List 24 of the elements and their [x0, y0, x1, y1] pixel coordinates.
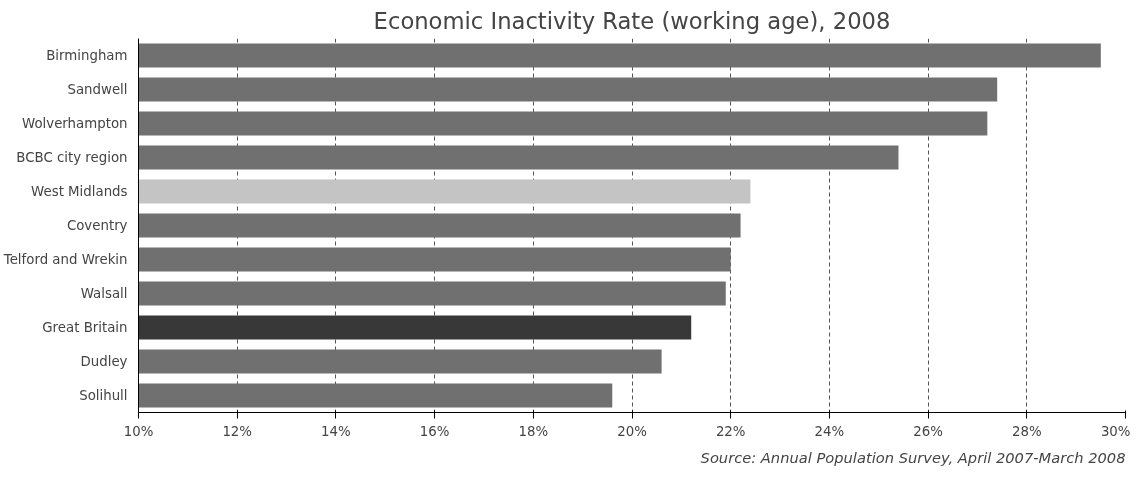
x-tick-label: 10% [123, 423, 154, 439]
y-tick-label: Dudley [80, 354, 128, 369]
y-tick-label: Great Britain [42, 320, 128, 335]
chart-title: Economic Inactivity Rate (working age), 2008 [373, 7, 891, 34]
y-tick-label: Solihull [79, 388, 128, 403]
x-tick-label: 14% [321, 423, 351, 439]
y-tick-label: Wolverhampton [22, 116, 128, 131]
y-tick-label: Birmingham [46, 48, 128, 63]
x-tick-label: 24% [814, 423, 845, 439]
y-tick-label: BCBC city region [16, 150, 128, 165]
x-tick-label: 16% [419, 423, 450, 439]
x-tick-label: 18% [518, 423, 549, 439]
x-tick-label: 22% [715, 423, 746, 439]
source-note: Source: Annual Population Survey, April 2007-March 2008 [700, 448, 1126, 466]
y-tick-label: Telford and Wrekin [2, 252, 128, 267]
x-tick-label: 26% [913, 423, 943, 439]
x-tick-label: 30% [1100, 423, 1131, 439]
y-tick-label: Coventry [66, 218, 128, 233]
y-tick-label: West Midlands [31, 184, 128, 199]
y-tick-label: Sandwell [67, 82, 128, 97]
x-tick-label: 28% [1011, 423, 1042, 439]
x-tick-label: 20% [617, 423, 647, 439]
x-tick-label: 12% [222, 423, 253, 439]
y-tick-label: Walsall [80, 286, 128, 301]
